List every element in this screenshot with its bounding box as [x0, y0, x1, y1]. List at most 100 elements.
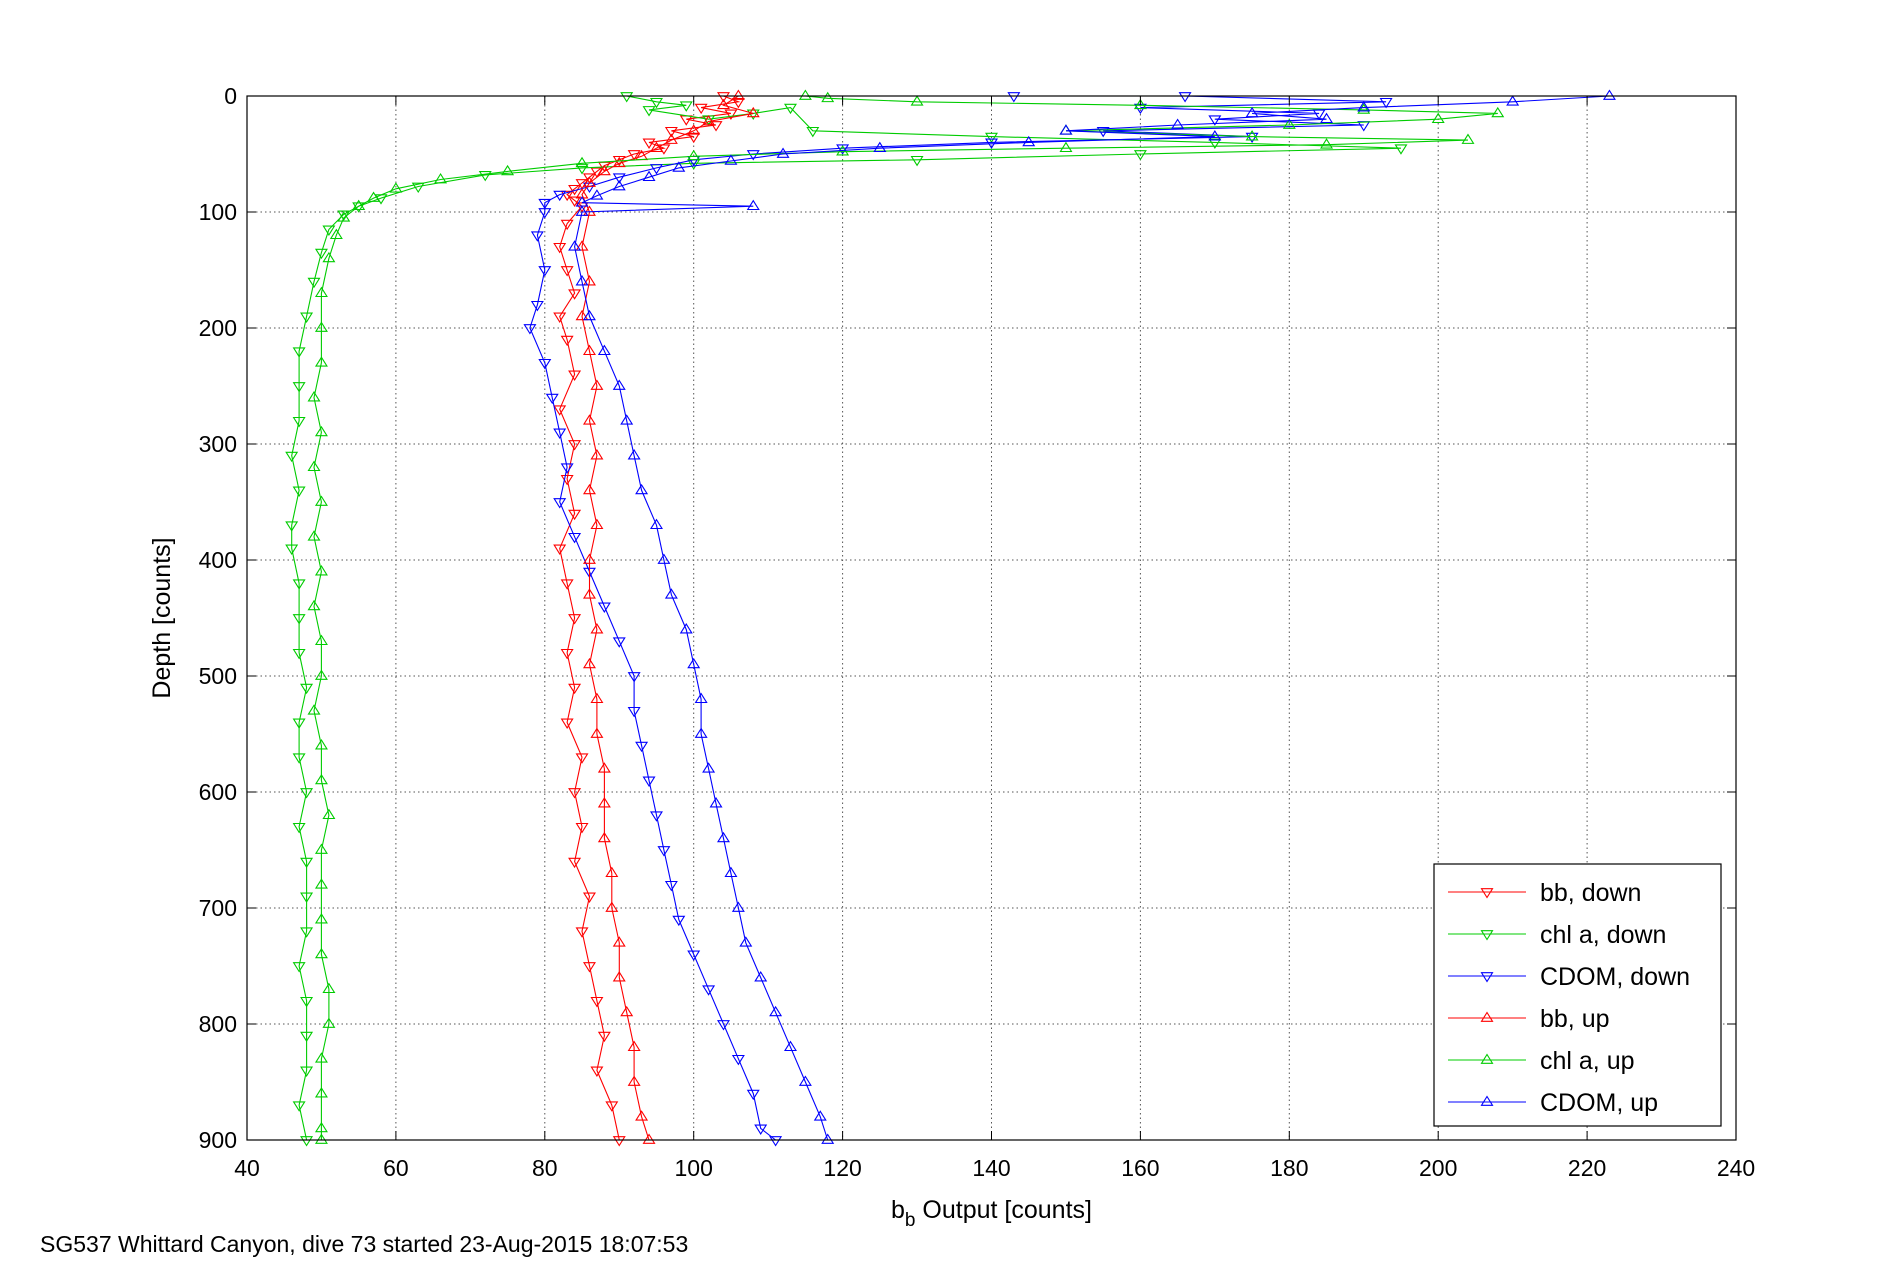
data-point	[821, 1133, 835, 1144]
data-point	[560, 335, 574, 347]
data-point	[627, 706, 641, 718]
data-point	[367, 191, 381, 202]
data-point	[679, 623, 693, 634]
data-point	[307, 704, 321, 715]
data-point	[590, 727, 604, 738]
data-point	[1491, 106, 1505, 118]
data-point	[649, 811, 663, 822]
data-point	[560, 266, 574, 277]
data-point	[627, 449, 641, 460]
data-point	[605, 1101, 619, 1112]
legend-label: CDOM, up	[1540, 1089, 1658, 1117]
data-point	[523, 324, 537, 335]
data-point	[1282, 118, 1296, 129]
data-point	[1022, 135, 1036, 147]
data-point	[664, 588, 678, 599]
data-point	[300, 683, 314, 695]
data-point	[649, 518, 663, 530]
legend-marker	[1480, 888, 1494, 899]
data-point	[1357, 103, 1371, 114]
data-point	[575, 205, 589, 216]
legend-label: bb, down	[1540, 879, 1641, 907]
data-point	[612, 1136, 626, 1147]
data-point	[642, 1133, 656, 1144]
legend-marker	[1480, 930, 1494, 941]
data-point	[687, 132, 701, 144]
data-point	[1320, 112, 1334, 124]
data-point	[724, 154, 738, 165]
data-point	[694, 692, 708, 704]
y-tick-label: 600	[199, 779, 237, 805]
data-point	[300, 996, 314, 1008]
data-point	[314, 913, 328, 924]
data-point	[1431, 112, 1445, 124]
legend-label: bb, up	[1540, 1005, 1610, 1033]
data-point	[590, 623, 604, 634]
x-axis-label-rest: Output [counts]	[915, 1196, 1092, 1224]
y-axis-label: Depth [counts]	[148, 537, 176, 698]
data-point	[553, 190, 567, 202]
data-point	[314, 286, 328, 298]
data-point	[568, 240, 582, 251]
legend-item: CDOM, up	[1448, 1089, 1658, 1117]
data-point	[582, 176, 596, 187]
data-point	[1133, 150, 1147, 161]
data-point	[1059, 124, 1073, 135]
data-point	[307, 530, 321, 541]
y-tick-label: 700	[199, 895, 237, 921]
data-point	[597, 797, 611, 808]
data-point	[746, 199, 760, 211]
data-point	[322, 251, 336, 263]
data-point	[702, 985, 716, 996]
data-point	[314, 878, 328, 889]
data-point	[314, 947, 328, 959]
data-point	[411, 182, 425, 194]
data-point	[582, 205, 596, 216]
data-point	[545, 393, 559, 405]
data-point	[568, 683, 582, 695]
data-point	[612, 156, 626, 168]
data-point	[620, 1005, 634, 1017]
data-point	[716, 98, 730, 110]
data-point	[776, 147, 790, 158]
data-point	[568, 196, 582, 207]
data-point	[716, 1020, 730, 1031]
data-point	[582, 962, 596, 973]
legend-marker	[1480, 1053, 1494, 1064]
data-point	[553, 498, 567, 509]
data-point	[1133, 98, 1147, 110]
legend-item: bb, up	[1448, 1005, 1610, 1033]
data-point	[709, 797, 723, 808]
data-point	[798, 1075, 812, 1086]
data-point	[575, 156, 589, 168]
data-point	[292, 614, 306, 625]
data-point	[582, 483, 596, 495]
data-point	[292, 382, 306, 393]
legend-label: chl a, up	[1540, 1047, 1635, 1075]
data-point	[582, 588, 596, 599]
data-point	[590, 1066, 604, 1077]
y-tick-label: 900	[199, 1127, 237, 1153]
series-cdom-up	[568, 89, 1616, 1144]
data-point	[314, 425, 328, 437]
data-point	[910, 155, 924, 167]
data-point	[605, 866, 619, 878]
data-point	[307, 391, 321, 402]
legend-item: chl a, down	[1448, 921, 1666, 949]
data-point	[568, 440, 582, 451]
data-point	[322, 808, 336, 820]
data-point	[597, 602, 611, 613]
y-tick-label: 100	[199, 199, 237, 225]
data-point	[314, 1087, 328, 1098]
data-point	[582, 309, 596, 321]
data-point	[300, 927, 314, 938]
legend-marker	[1480, 1011, 1494, 1022]
data-point	[285, 521, 299, 532]
y-tick-label: 800	[199, 1011, 237, 1037]
data-point	[575, 822, 589, 834]
data-point	[530, 300, 544, 312]
data-point	[1394, 144, 1408, 155]
data-point	[1379, 97, 1393, 109]
x-tick-label: 60	[383, 1155, 409, 1181]
